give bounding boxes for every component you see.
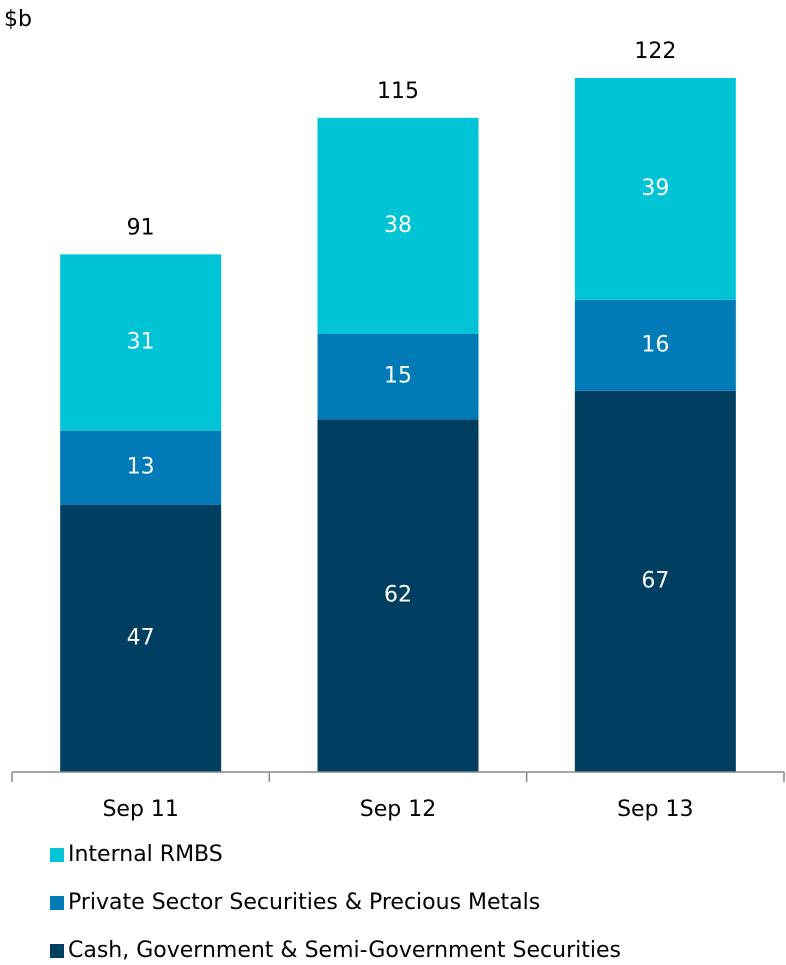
total-label: 115	[377, 79, 419, 104]
segment-label: 38	[384, 213, 412, 238]
segment-label: 62	[384, 583, 412, 608]
x-tick-label: Sep 11	[102, 797, 178, 822]
bar-segment	[317, 333, 479, 420]
segment-label: 39	[641, 176, 669, 201]
legend-label: Cash, Government & Semi-Government Secur…	[68, 938, 621, 963]
legend-label: Private Sector Securities & Precious Met…	[68, 890, 540, 915]
segment-label: 31	[127, 330, 155, 355]
bar-segment	[574, 299, 736, 391]
x-tick-label: Sep 12	[360, 797, 436, 822]
bar-segment	[60, 254, 222, 431]
legend-swatch	[50, 848, 64, 862]
bar-segment	[60, 430, 222, 505]
bar-segment	[317, 419, 479, 772]
x-tick-label: Sep 13	[617, 797, 693, 822]
bar-segment	[574, 78, 736, 300]
segment-label: 47	[127, 625, 155, 650]
bar-segment	[317, 117, 479, 334]
segment-label: 16	[641, 332, 669, 357]
segment-label: 13	[127, 455, 155, 480]
segment-label: 67	[641, 568, 669, 593]
unit-label: $b	[4, 7, 32, 32]
legend-swatch	[50, 944, 64, 958]
legend-swatch	[50, 896, 64, 910]
legend-label: Internal RMBS	[68, 842, 223, 867]
segment-label: 15	[384, 364, 412, 389]
bar-segment	[60, 504, 222, 772]
total-label: 91	[127, 215, 155, 240]
bar-segment	[574, 390, 736, 772]
total-label: 122	[634, 39, 676, 64]
